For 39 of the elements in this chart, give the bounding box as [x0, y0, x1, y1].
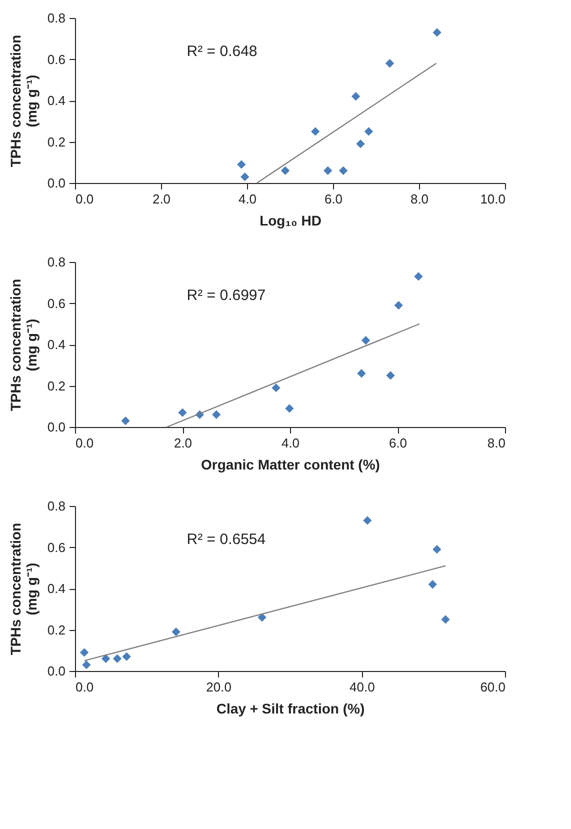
y-tick-label: 0.4	[47, 93, 66, 108]
annotation: R² = 0.6997	[186, 287, 266, 304]
y-tick-label: 0.2	[47, 378, 66, 394]
x-tick-label: 8.0	[410, 192, 429, 206]
y-tick-label: 0.6	[47, 540, 66, 555]
x-tick-label: 0.0	[76, 192, 94, 206]
y-tick-label: 0.8	[47, 254, 66, 270]
y-tick-label: 0.2	[47, 134, 66, 150]
annotation: R² = 0.6554	[186, 531, 266, 548]
y-tick-label: 0.8	[47, 10, 66, 26]
x-tick-label: 4.0	[238, 192, 257, 206]
y-tick-label: 0.6	[47, 52, 66, 67]
y-tick-label: 0.8	[47, 498, 66, 514]
x-axis-title: Organic Matter content (%)	[201, 456, 380, 472]
annotation: R² = 0.648	[186, 43, 258, 60]
y-axis-title: TPHs concentration (mg g⁻¹)	[7, 522, 40, 656]
x-tick-label: 0.0	[76, 436, 94, 450]
y-tick-label: 0.0	[47, 664, 66, 678]
x-tick-label: 2.0	[152, 192, 171, 206]
y-tick-label: 0.2	[47, 622, 66, 638]
y-tick-label: 0.6	[47, 296, 66, 311]
x-tick-label: 6.0	[324, 192, 343, 206]
y-axis-title: TPHs concentration (mg g⁻¹)	[7, 34, 40, 168]
y-tick-label: 0.4	[47, 581, 66, 596]
x-tick-label: 2.0	[174, 436, 192, 450]
x-tick-label: 4.0	[281, 436, 300, 450]
x-tick-label: 8.0	[487, 436, 506, 450]
x-axis-title: Log₁₀ HD	[260, 212, 322, 228]
x-tick-label: 20.0	[206, 680, 232, 694]
x-tick-label: 6.0	[388, 436, 408, 450]
x-tick-label: 40.0	[350, 680, 375, 694]
x-tick-label: 0.0	[76, 680, 94, 694]
y-tick-label: 0.0	[47, 420, 66, 434]
y-axis-title: TPHs concentration (mg g⁻¹)	[7, 278, 40, 412]
y-tick-label: 0.4	[47, 337, 66, 352]
y-tick-label: 0.0	[47, 176, 66, 190]
x-tick-label: 10.0	[480, 192, 506, 206]
x-tick-label: 60.0	[480, 680, 506, 694]
x-axis-title: Clay + Silt fraction (%)	[216, 700, 365, 716]
